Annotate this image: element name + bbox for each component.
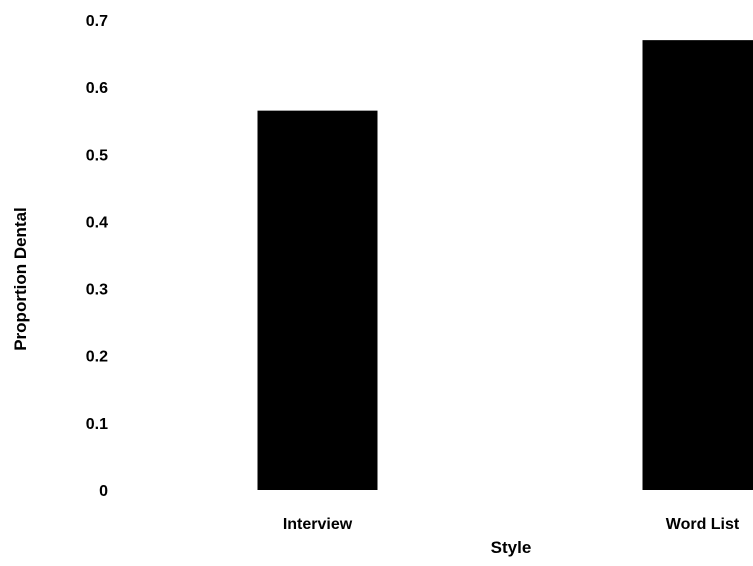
y-tick-label: 0.7 <box>86 13 108 30</box>
x-axis: Interview Word List <box>283 516 740 533</box>
bar-interview <box>258 111 378 490</box>
y-tick-label: 0.6 <box>86 80 108 97</box>
y-tick-label: 0.4 <box>86 214 108 231</box>
y-tick-label: 0.5 <box>86 147 108 164</box>
y-tick-label: 0 <box>99 483 108 500</box>
bar-word-list <box>643 40 753 490</box>
y-tick-label: 0.2 <box>86 349 108 366</box>
y-tick-label: 0.3 <box>86 282 108 299</box>
x-category-label: Word List <box>666 516 740 533</box>
y-axis: 0 0.1 0.2 0.3 0.4 0.5 0.6 0.7 <box>86 13 108 500</box>
x-category-label: Interview <box>283 516 353 533</box>
y-tick-label: 0.1 <box>86 416 108 433</box>
bars-layer <box>258 40 753 490</box>
y-axis-title: Proportion Dental <box>11 207 30 351</box>
x-axis-title: Style <box>491 538 532 557</box>
